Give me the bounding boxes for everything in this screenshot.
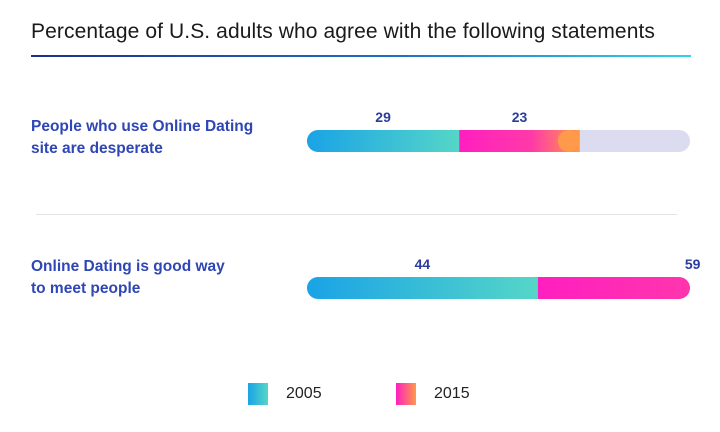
value-label-2015-row-1: 23	[512, 109, 528, 125]
row-label-good-way-line1: Online Dating is good way	[31, 258, 225, 275]
bar-2005-row-1	[307, 130, 460, 152]
legend-swatch-2015	[396, 383, 416, 405]
legend-label-2005: 2005	[286, 385, 322, 402]
legend-label-2015: 2015	[434, 385, 470, 402]
bar-2015-row-1	[459, 130, 580, 152]
chart-title: Percentage of U.S. adults who agree with…	[31, 20, 656, 43]
row-label-desperate-line1: People who use Online Dating	[31, 118, 254, 135]
legend-item-2005: 2005	[248, 383, 322, 405]
row-label-good-way: Online Dating is good way to meet people	[31, 256, 281, 300]
row-label-desperate: People who use Online Dating site are de…	[31, 116, 281, 160]
bar-2015-cap-row-1	[557, 130, 580, 152]
legend-swatch-2005	[248, 383, 268, 405]
title-underline	[31, 55, 691, 57]
value-label-2005-row-2: 44	[415, 256, 431, 272]
value-label-2005-row-1: 29	[375, 109, 391, 125]
row-separator	[36, 214, 677, 215]
value-label-2015-row-2: 59	[685, 256, 701, 272]
bar-2005-row-2	[307, 277, 538, 299]
legend-item-2015: 2015	[396, 383, 470, 405]
row-label-desperate-line2: site are desperate	[31, 140, 163, 157]
bar-2015-row-2	[537, 277, 690, 299]
row-label-good-way-line2: to meet people	[31, 280, 141, 297]
